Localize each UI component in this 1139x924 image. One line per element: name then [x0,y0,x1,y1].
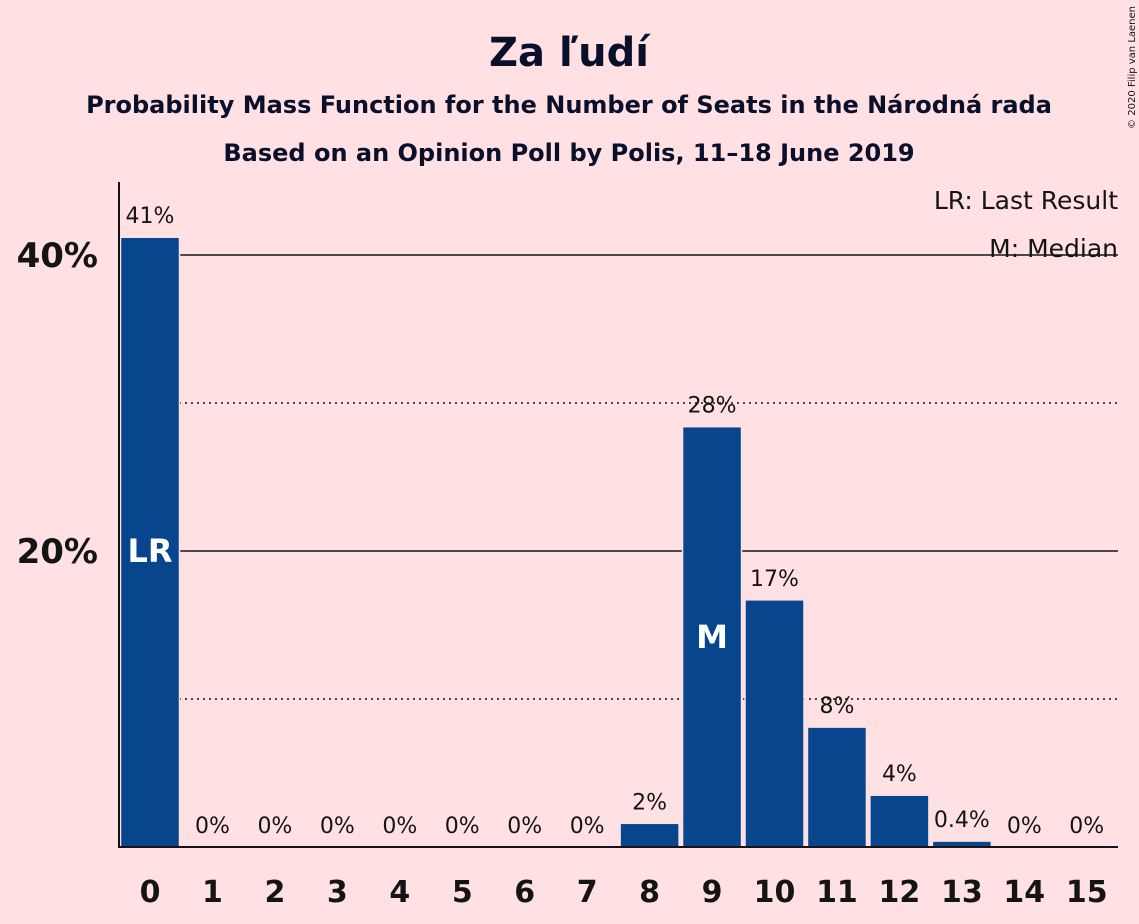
value-label-0: 41% [126,204,175,229]
x-tick-label-15: 15 [1066,875,1108,910]
value-label-13: 0.4% [934,808,990,833]
x-tick-label-5: 5 [452,875,473,910]
value-label-12: 4% [882,762,917,787]
x-tick-label-14: 14 [1003,875,1045,910]
marker-lr: LR [127,532,172,570]
value-label-9: 28% [688,394,737,419]
x-tick-label-11: 11 [816,875,858,910]
value-label-1: 0% [195,814,230,839]
value-label-8: 2% [632,790,667,815]
value-labels: 41% 0% 0% 0% 0% 0% 0% 0% 2% 28% 17% 8% 4% 0.4% 0% 0% LR M [126,204,1105,839]
chart-title: Za ľudí [489,30,651,76]
x-tick-label-7: 7 [577,875,598,910]
y-tick-label: 20% [17,532,98,572]
value-label-2: 0% [257,814,292,839]
x-tick-label-0: 0 [140,875,161,910]
x-tick-label-3: 3 [327,875,348,910]
x-tick-label-13: 13 [941,875,983,910]
axes: 20%40%0 1 2 3 4 5 6 7 8 9 10 11 12 13 14 15 [17,182,1118,910]
x-tick-label-10: 10 [754,875,796,910]
x-tick-label-2: 2 [264,875,285,910]
x-tick-label-1: 1 [202,875,223,910]
x-tick-label-6: 6 [514,875,535,910]
bar-8 [619,822,680,848]
legend-median: M: Median [989,234,1118,263]
bar-12 [869,794,930,848]
value-label-11: 8% [819,694,854,719]
marker-m: M [696,618,728,656]
copyright-notice: © 2020 Filip van Laenen [1127,6,1138,129]
x-tick-label-8: 8 [639,875,660,910]
bars [119,236,993,848]
bar-11 [806,726,868,848]
value-label-5: 0% [445,814,480,839]
value-label-4: 0% [382,814,417,839]
bar-10 [744,599,805,848]
value-label-6: 0% [507,814,542,839]
x-tick-label-4: 4 [389,875,410,910]
bar-0 [119,236,181,848]
value-label-7: 0% [570,814,605,839]
gridlines [119,254,1118,700]
chart-subtitle-2: Based on an Opinion Poll by Polis, 11–18… [223,139,914,167]
x-tick-label-12: 12 [879,875,921,910]
y-tick-label: 40% [17,236,98,276]
chart-subtitle-1: Probability Mass Function for the Number… [86,91,1052,119]
x-tick-label-9: 9 [702,875,723,910]
value-label-14: 0% [1007,814,1042,839]
value-label-3: 0% [320,814,355,839]
legend-last-result: LR: Last Result [934,186,1118,215]
value-label-15: 0% [1069,814,1104,839]
value-label-10: 17% [750,567,799,592]
